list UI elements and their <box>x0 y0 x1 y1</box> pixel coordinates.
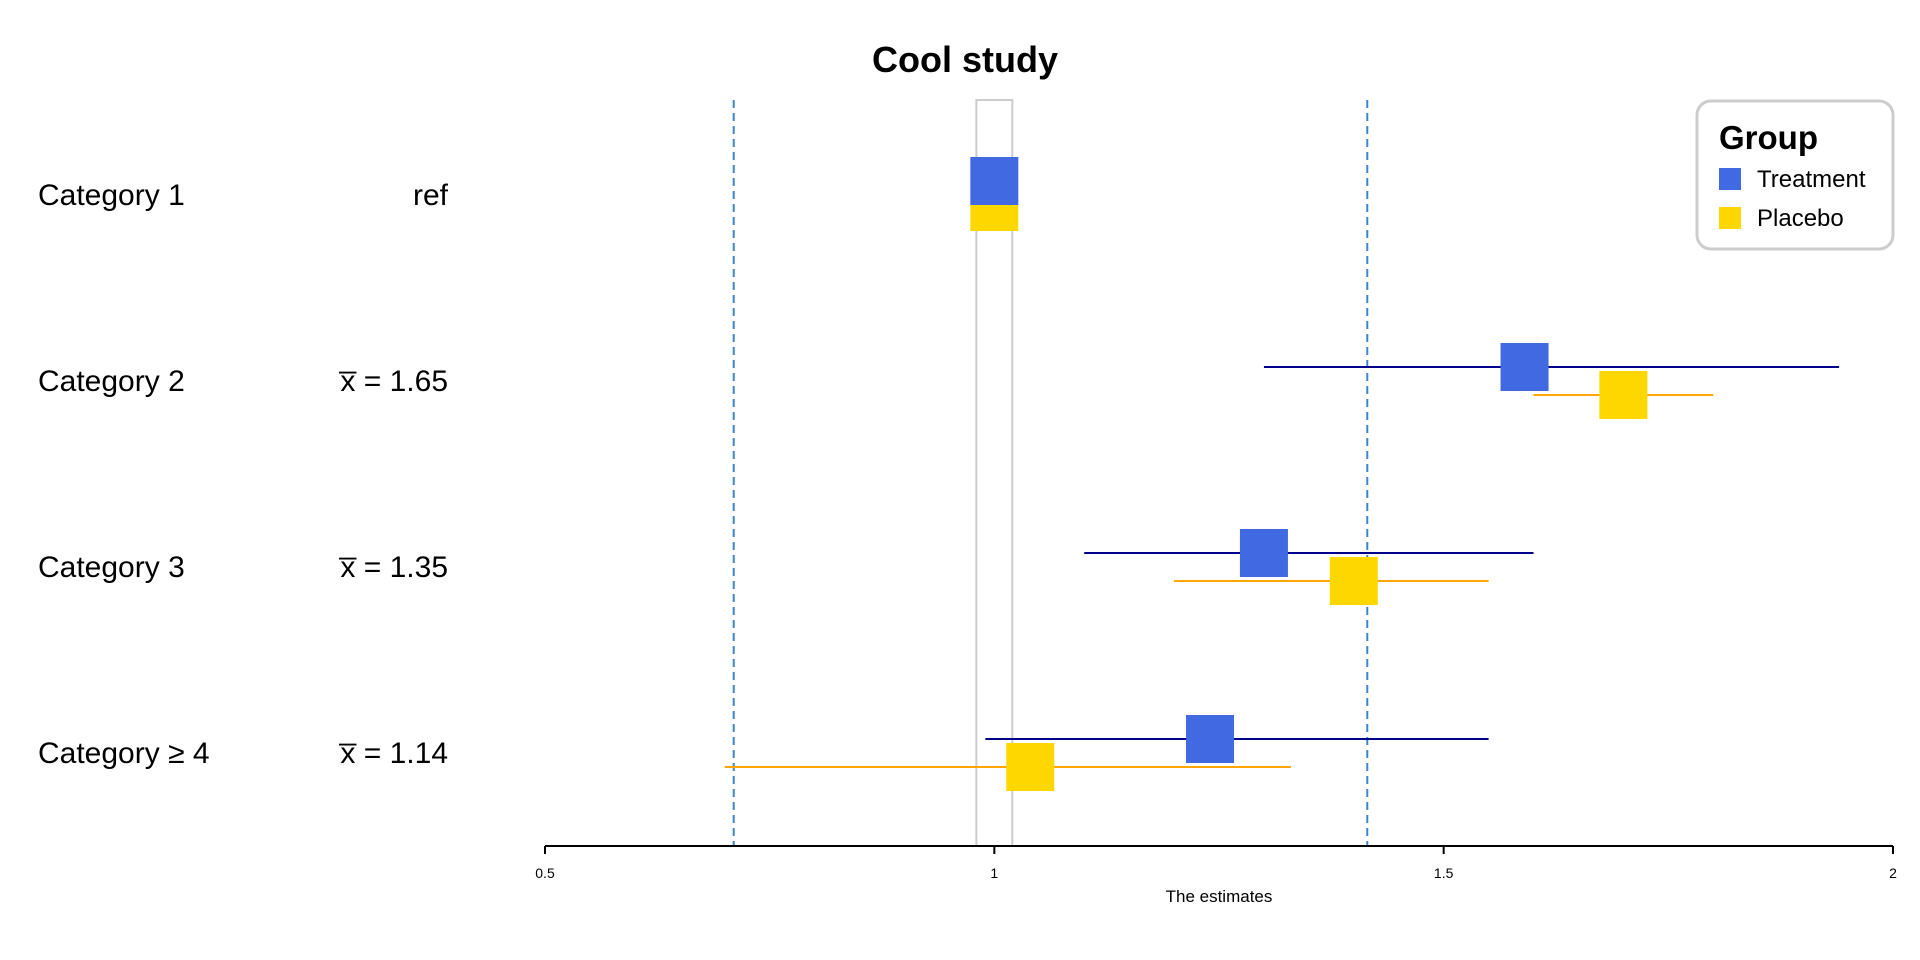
row-labels: Category 1 ref Category 2 x̅ = 1.65 Category… <box>38 179 449 770</box>
point-placebo <box>1329 557 1378 605</box>
legend-entry-label: Placebo <box>1757 205 1844 232</box>
legend-box <box>1695 99 1895 251</box>
chart-title: Cool study <box>872 39 1058 80</box>
legend-title: Group <box>1719 119 1818 156</box>
row-label: Category ≥ 4 <box>38 737 210 770</box>
x-tick-label: 1.5 <box>1434 865 1454 881</box>
data-marks <box>724 157 1840 791</box>
x-tick-label: 0.5 <box>535 865 555 881</box>
point-treatment <box>1500 343 1549 391</box>
legend: Group Treatment Placebo <box>1695 99 1895 251</box>
row-stat: x̅ = 1.35 <box>339 551 448 584</box>
point-placebo <box>1006 743 1055 791</box>
reference-layer <box>732 99 1369 847</box>
x-axis: The estimates 0.5 1 1.5 2 <box>535 845 1897 906</box>
x-tick-label: 1 <box>990 865 998 881</box>
point-treatment <box>970 157 1019 205</box>
point-placebo <box>970 205 1019 231</box>
point-placebo <box>1599 371 1648 419</box>
point-treatment <box>1239 529 1288 577</box>
point-treatment <box>1186 715 1235 763</box>
legend-swatch <box>1719 207 1741 229</box>
row-label: Category 2 <box>38 365 185 398</box>
row-stat: ref <box>413 179 449 212</box>
legend-entries: Treatment Placebo <box>1719 166 1866 232</box>
legend-entry-label: Treatment <box>1757 166 1866 193</box>
row-stat: x̅ = 1.14 <box>339 737 448 770</box>
row-label: Category 1 <box>38 179 185 212</box>
legend-swatch <box>1719 168 1741 190</box>
x-tick-label: 2 <box>1889 865 1897 881</box>
x-axis-title: The estimates <box>1166 887 1273 906</box>
row-label: Category 3 <box>38 551 185 584</box>
row-stat: x̅ = 1.65 <box>339 365 448 398</box>
